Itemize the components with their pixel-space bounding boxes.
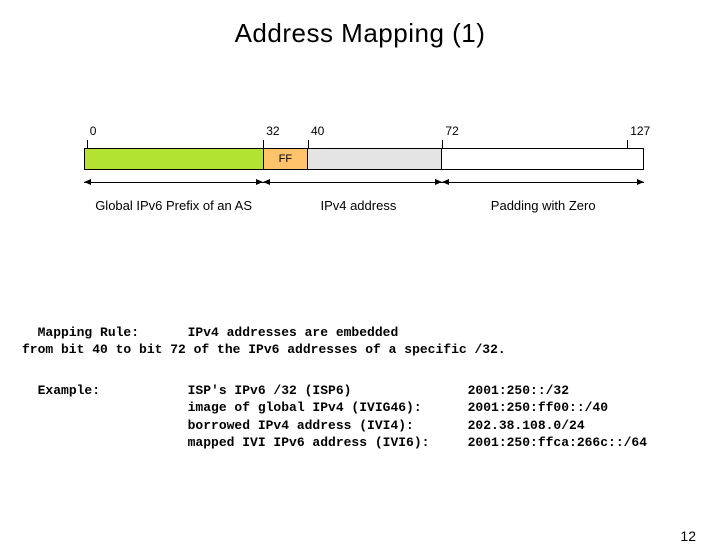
segment-label: Padding with Zero [491,198,596,213]
range-arrow [84,182,263,183]
bar-segment [442,149,643,169]
segment-label: IPv4 address [320,198,396,213]
example-right-col: 2001:250::/32 2001:250:ff00::/40 202.38.… [468,382,647,452]
bit-ticks: 0324072127 [84,126,644,148]
bar-segment [308,149,442,169]
page-number: 12 [680,528,696,544]
address-bar: FF [84,148,644,170]
address-bar-diagram: 0324072127 FF Global IPv6 Prefix of an A… [84,126,644,218]
example-left-col: ISP's IPv6 /32 (ISP6) image of global IP… [188,382,468,452]
mapping-rule-label: Mapping Rule: [38,324,188,342]
range-arrow [263,182,442,183]
range-arrow [442,182,644,183]
mapping-rule-row: Mapping Rule:IPv4 addresses are embedded… [22,306,506,359]
range-arrows [84,174,644,198]
bar-segment [85,149,264,169]
example-label: Example: [38,382,188,400]
example-row: Example:ISP's IPv6 /32 (ISP6) image of g… [22,364,647,452]
page-title: Address Mapping (1) [0,18,720,49]
segment-labels: Global IPv6 Prefix of an AS IPv4 address P… [84,198,644,218]
segment-label: Global IPv6 Prefix of an AS [95,198,252,213]
bar-segment: FF [264,149,309,169]
